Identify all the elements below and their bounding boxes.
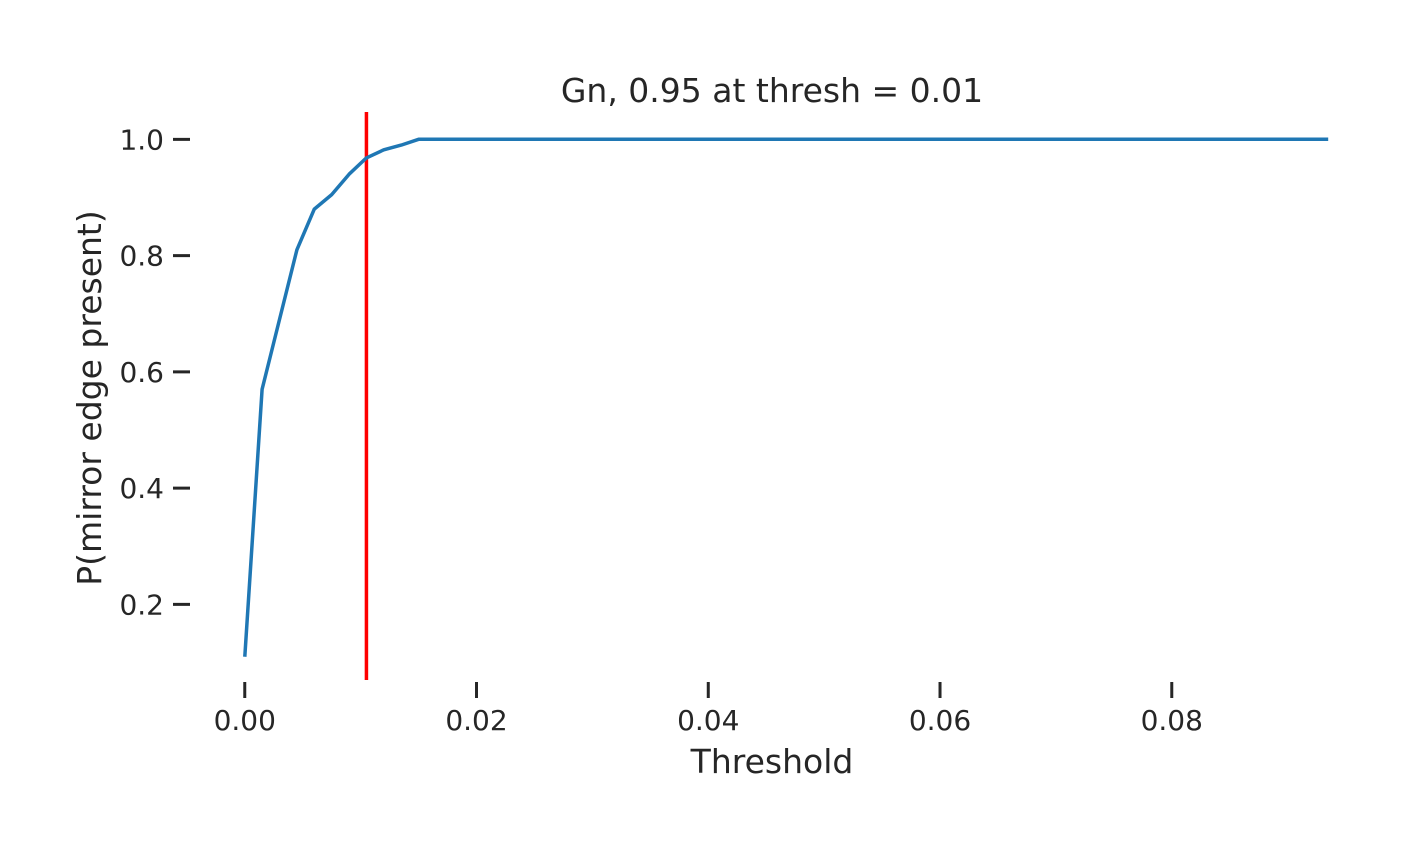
x-tick-label: 0.00 — [214, 704, 276, 737]
x-tick-label: 0.06 — [909, 704, 971, 737]
x-tick-label: 0.02 — [445, 704, 507, 737]
y-tick-label: 0.4 — [119, 472, 164, 505]
y-tick-label: 0.2 — [119, 588, 164, 621]
x-axis-label: Threshold — [690, 742, 854, 781]
series-line — [243, 137, 1329, 657]
y-tick-label: 0.6 — [119, 356, 164, 389]
y-axis: 0.2 0.4 0.6 0.8 1.0 — [119, 123, 190, 621]
x-tick-label: 0.04 — [677, 704, 739, 737]
y-tick-label: 1.0 — [119, 123, 164, 156]
chart-title: Gn, 0.95 at thresh = 0.01 — [561, 71, 983, 110]
x-axis: 0.00 0.02 0.04 0.06 0.08 — [214, 682, 1203, 737]
x-tick-label: 0.08 — [1141, 704, 1203, 737]
y-axis-label: P(mirror edge present) — [70, 210, 109, 585]
y-tick-label: 0.8 — [119, 240, 164, 273]
